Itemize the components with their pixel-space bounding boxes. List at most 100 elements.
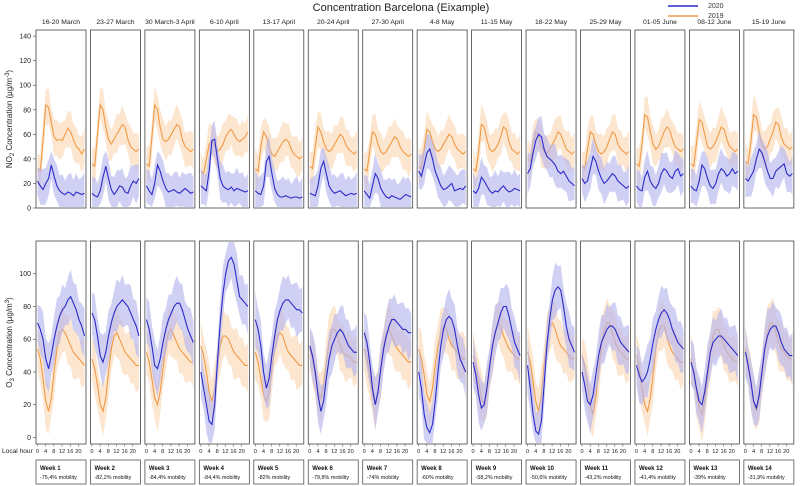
week-mobility-6: -79,8% mobility (312, 475, 349, 481)
x-tick-label-week-2-0: 0 (90, 449, 93, 455)
x-tick-label-week-12-4: 16 (666, 449, 672, 455)
x-tick-label-week-14-5: 20 (783, 449, 789, 455)
week-mobility-1: -75,4% mobility (40, 475, 77, 481)
x-tick-label-week-13-5: 20 (729, 449, 735, 455)
o3-subpanel-8 (416, 240, 468, 445)
week-label-13: Week 13 (693, 466, 718, 472)
o3-line-2020-week-12 (635, 308, 684, 383)
x-tick-label-week-11-4: 16 (612, 449, 618, 455)
no2-line-2020-week-13 (690, 163, 739, 192)
no2-ylabel-main: NO (5, 156, 14, 168)
x-tick-label-week-8-1: 4 (425, 449, 428, 455)
week-header-12: 01-05 June (643, 19, 677, 26)
no2-ytick-label-3: 60 (23, 132, 31, 139)
no2-band-2019-week-13 (690, 100, 738, 181)
x-tick-label-week-12-2: 8 (651, 449, 654, 455)
week-header-11: 25-29 May (589, 19, 622, 26)
week-header-13: 08-12 June (697, 19, 731, 26)
no2-band-2020-week-13 (690, 148, 738, 207)
no2-band-2020-week-1 (37, 151, 85, 207)
no2-ylabel-sub: 2 (10, 152, 16, 156)
week-mobility-4: -84,4% mobility (203, 475, 240, 481)
week-header-10: 18-22 May (535, 19, 568, 26)
o3-subpanel-10 (525, 240, 577, 445)
x-tick-label-week-10-0: 0 (526, 449, 529, 455)
x-tick-label-week-4-4: 16 (230, 449, 236, 455)
x-tick-label-week-13-0: 0 (689, 449, 692, 455)
o3-ylabel-end: ) (5, 297, 14, 300)
x-tick-label-week-11-1: 4 (589, 449, 592, 455)
week-header-1: 16-20 March (42, 19, 80, 26)
no2-ytick-label-6: 120 (19, 58, 31, 65)
no2-line-2020-week-8 (418, 147, 467, 192)
no2-subpanel-8 (416, 29, 468, 209)
o3-subpanel-2 (90, 240, 141, 445)
o3-band-2020-week-4 (200, 242, 248, 443)
week-header-8: 4-8 May (430, 19, 455, 26)
no2-band-2020-week-14 (745, 130, 793, 198)
week-mobility-13: -39% mobility (693, 475, 726, 481)
no2-line-2020-week-5 (254, 154, 303, 199)
no2-subpanel-10 (525, 29, 577, 209)
week-box-8 (416, 459, 468, 485)
x-tick-label-week-5-4: 16 (285, 449, 291, 455)
week-label-3: Week 3 (149, 466, 170, 472)
x-tick-label-week-5-0: 0 (254, 449, 257, 455)
x-tick-label-week-13-2: 8 (706, 449, 709, 455)
o3-band-2020-week-7 (364, 294, 412, 430)
x-tick-label-week-4-5: 20 (239, 449, 245, 455)
no2-ytick-label-7: 140 (19, 34, 31, 41)
o3-line-2020-week-1 (36, 295, 86, 369)
week-box-5 (253, 459, 305, 485)
week-mobility-14: -31,9% mobility (748, 475, 785, 481)
week-mobility-7: -74% mobility (367, 475, 400, 481)
no2-line-2019-week-13 (690, 118, 739, 168)
x-tick-label-week-8-5: 20 (456, 449, 462, 455)
x-tick-label-week-3-4: 16 (176, 449, 182, 455)
no2-ylabel: NO2 Concentration (µg/m-3) (5, 70, 16, 169)
week-label-12: Week 12 (639, 466, 664, 472)
no2-subpanel-1 (35, 29, 87, 209)
x-tick-label-week-1-2: 8 (52, 449, 55, 455)
x-tick-label-week-14-4: 16 (775, 449, 781, 455)
x-tick-label-week-6-2: 8 (325, 449, 328, 455)
x-tick-label-week-9-2: 8 (488, 449, 491, 455)
x-tick-label-week-11-2: 8 (597, 449, 600, 455)
o3-band-2019-week-4 (200, 308, 248, 420)
no2-line-2019-week-7 (363, 130, 412, 173)
o3-ytick-label-2: 40 (23, 369, 31, 376)
x-tick-label-week-9-3: 12 (495, 449, 501, 455)
o3-band-2020-week-14 (745, 300, 793, 427)
week-label-2: Week 2 (94, 466, 115, 472)
no2-band-2019-week-14 (745, 94, 793, 181)
o3-ylabel-sup: 3 (5, 299, 11, 303)
o3-band-2020-week-5 (255, 274, 303, 409)
o3-subpanel-14 (743, 240, 795, 445)
x-tick-label-week-8-0: 0 (417, 449, 420, 455)
x-tick-label-week-7-0: 0 (363, 449, 366, 455)
x-tick-label-week-7-4: 16 (394, 449, 400, 455)
week-header-3: 30 March-3 April (145, 19, 195, 26)
week-label-1: Week 1 (40, 466, 61, 472)
x-tick-label-week-12-3: 12 (658, 449, 664, 455)
o3-line-2020-week-11 (581, 325, 630, 406)
week-label-9: Week 9 (476, 466, 497, 472)
x-tick-label-week-10-1: 4 (534, 449, 537, 455)
o3-band-2020-week-12 (636, 285, 684, 405)
x-axis-label: Local hour (2, 448, 34, 455)
x-tick-label-week-4-0: 0 (199, 449, 202, 455)
o3-subpanel-5 (253, 240, 305, 445)
o3-line-2020-week-14 (744, 325, 793, 410)
no2-band-2020-week-9 (473, 156, 521, 207)
no2-line-2019-week-6 (309, 125, 358, 170)
o3-line-2020-week-13 (690, 335, 739, 406)
week-label-10: Week 10 (530, 466, 555, 472)
o3-subpanel-1 (35, 240, 87, 445)
o3-band-2020-week-9 (473, 283, 521, 431)
week-mobility-11: -43,2% mobility (585, 475, 622, 481)
no2-band-2020-week-5 (255, 135, 303, 207)
x-tick-label-week-1-1: 4 (44, 449, 47, 455)
o3-line-2020-week-4 (200, 256, 249, 426)
x-tick-label-week-14-3: 12 (767, 449, 773, 455)
